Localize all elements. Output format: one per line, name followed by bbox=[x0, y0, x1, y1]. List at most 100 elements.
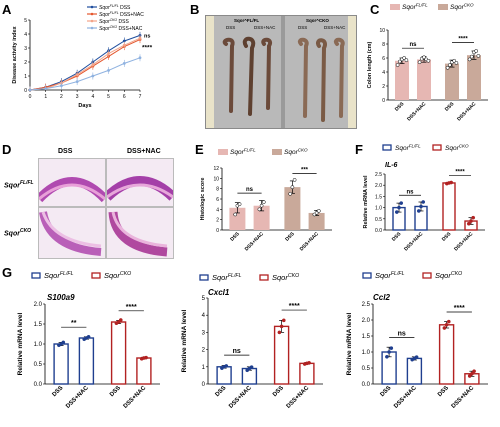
data-point bbox=[44, 87, 48, 90]
data-point bbox=[474, 49, 479, 53]
y-tick-label: 0.5 bbox=[362, 366, 371, 372]
gene-title: IL-6 bbox=[385, 162, 398, 169]
significance-label: **** bbox=[289, 303, 300, 310]
data-point bbox=[122, 43, 126, 47]
chart-g-ccl2: 0.0 0.5 1.0 1.5 2.0 2.5 Relative mRNA level DSS… bbox=[346, 271, 488, 410]
x-tick-label: 2 bbox=[60, 94, 63, 100]
histo-cko-dss bbox=[38, 207, 106, 259]
photo-b-title-right: Sqor^CKO bbox=[306, 18, 329, 23]
legend-marker bbox=[90, 26, 94, 30]
bar bbox=[445, 63, 459, 100]
y-tick-label: 2.0 bbox=[375, 183, 382, 189]
data-point bbox=[470, 371, 474, 376]
significance-label: ns bbox=[246, 187, 254, 193]
y-tick-label: 0.0 bbox=[362, 382, 371, 388]
x-tick-label: DSS+NAC bbox=[406, 101, 428, 123]
legend-label: SqorCKO bbox=[104, 271, 131, 280]
legend-swatch bbox=[432, 144, 442, 151]
y-tick-label: 2 bbox=[202, 348, 206, 354]
y-tick-label: 0.0 bbox=[375, 228, 382, 234]
chart-a: 0 1 2 3 4 5 0 1 2 3 4 5 6 7 Days Disease activity index… bbox=[12, 4, 153, 109]
data-point bbox=[399, 201, 404, 205]
bar bbox=[253, 205, 270, 230]
data-point bbox=[237, 202, 242, 207]
x-tick-label: DSS+NAC bbox=[65, 385, 90, 410]
legend-label: SqorFL/FL bbox=[44, 271, 74, 280]
y-axis-label: Relative mRNA level bbox=[17, 312, 24, 375]
series-line bbox=[29, 39, 141, 91]
x-tick-label: DSS+NAC bbox=[453, 231, 475, 253]
legend-label: SqorCKO bbox=[435, 271, 462, 280]
x-tick-label: DSS+NAC bbox=[123, 385, 148, 410]
legend-label: SqorFL/FL bbox=[230, 147, 256, 156]
data-point bbox=[91, 74, 95, 78]
y-tick-label: 1 bbox=[24, 74, 27, 80]
significance-label: ns bbox=[406, 189, 414, 195]
x-tick-label: DSS+NAC bbox=[244, 231, 266, 253]
x-tick-label: DSS bbox=[394, 101, 406, 113]
legend-swatch bbox=[362, 272, 372, 279]
bar bbox=[308, 212, 325, 230]
bar bbox=[136, 357, 152, 385]
y-axis-label: Relative mRNA level bbox=[181, 309, 188, 372]
y-tick-label: 6 bbox=[382, 56, 385, 62]
data-point bbox=[292, 178, 297, 182]
x-tick-label: DSS bbox=[109, 385, 122, 398]
y-axis-label: Histologic score bbox=[200, 178, 206, 221]
x-tick-label: DSS+NAC bbox=[403, 231, 425, 253]
legend-swatch bbox=[382, 144, 392, 151]
y-tick-label: 8 bbox=[382, 42, 385, 48]
bar bbox=[467, 55, 481, 100]
data-point bbox=[387, 350, 391, 354]
y-axis-label: Colon length (cm) bbox=[367, 41, 373, 88]
histo-col-nac: DSS+NAC bbox=[127, 148, 161, 155]
significance-label: ns bbox=[233, 348, 241, 355]
data-point bbox=[442, 326, 447, 330]
data-point bbox=[122, 62, 126, 65]
data-point bbox=[118, 318, 123, 322]
y-tick-label: 10 bbox=[213, 176, 219, 182]
y-tick-label: 0 bbox=[216, 228, 219, 234]
data-point bbox=[75, 80, 79, 83]
data-point bbox=[402, 56, 407, 60]
y-tick-label: 0 bbox=[382, 98, 385, 104]
legend-swatch bbox=[199, 274, 209, 281]
y-tick-label: 0 bbox=[202, 382, 206, 388]
data-point bbox=[422, 55, 426, 60]
panel-letter-d: D bbox=[2, 142, 12, 157]
y-axis-label: Relative mRNA level bbox=[346, 312, 353, 375]
significance-label: **** bbox=[458, 37, 468, 43]
panel-letter-b: B bbox=[190, 2, 200, 17]
y-tick-label: 2.5 bbox=[362, 302, 371, 308]
bar bbox=[229, 207, 246, 230]
data-point bbox=[454, 61, 459, 65]
y-axis-label: Relative mRNA level bbox=[363, 175, 369, 228]
data-point bbox=[259, 203, 264, 208]
legend-label: SqorFL/FL bbox=[212, 273, 242, 282]
x-tick-label: 5 bbox=[107, 94, 110, 100]
data-point bbox=[307, 360, 311, 365]
legend-swatch bbox=[218, 149, 228, 155]
data-point bbox=[86, 334, 91, 339]
y-tick-label: 2.0 bbox=[34, 302, 43, 308]
data-point bbox=[281, 318, 286, 323]
photo-b-label-dss-left: DSS bbox=[226, 25, 236, 30]
y-tick-label: 1.5 bbox=[375, 194, 382, 200]
gene-title: S100a9 bbox=[47, 293, 75, 302]
data-point bbox=[469, 54, 474, 59]
significance-label: **** bbox=[455, 170, 465, 176]
significance-label: **** bbox=[126, 304, 137, 311]
bar bbox=[241, 367, 258, 385]
panel-letter-a: A bbox=[2, 2, 12, 17]
data-point bbox=[476, 54, 481, 58]
significance-label: ns bbox=[398, 331, 406, 338]
data-point bbox=[394, 210, 399, 214]
data-point bbox=[138, 36, 142, 40]
data-point bbox=[261, 200, 266, 204]
legend-label: SqorFL/FL DSS+NAC bbox=[99, 11, 144, 18]
legend-label: SqorCKO bbox=[272, 273, 299, 282]
bar bbox=[299, 362, 315, 385]
data-point bbox=[417, 60, 422, 65]
data-point bbox=[449, 180, 454, 185]
